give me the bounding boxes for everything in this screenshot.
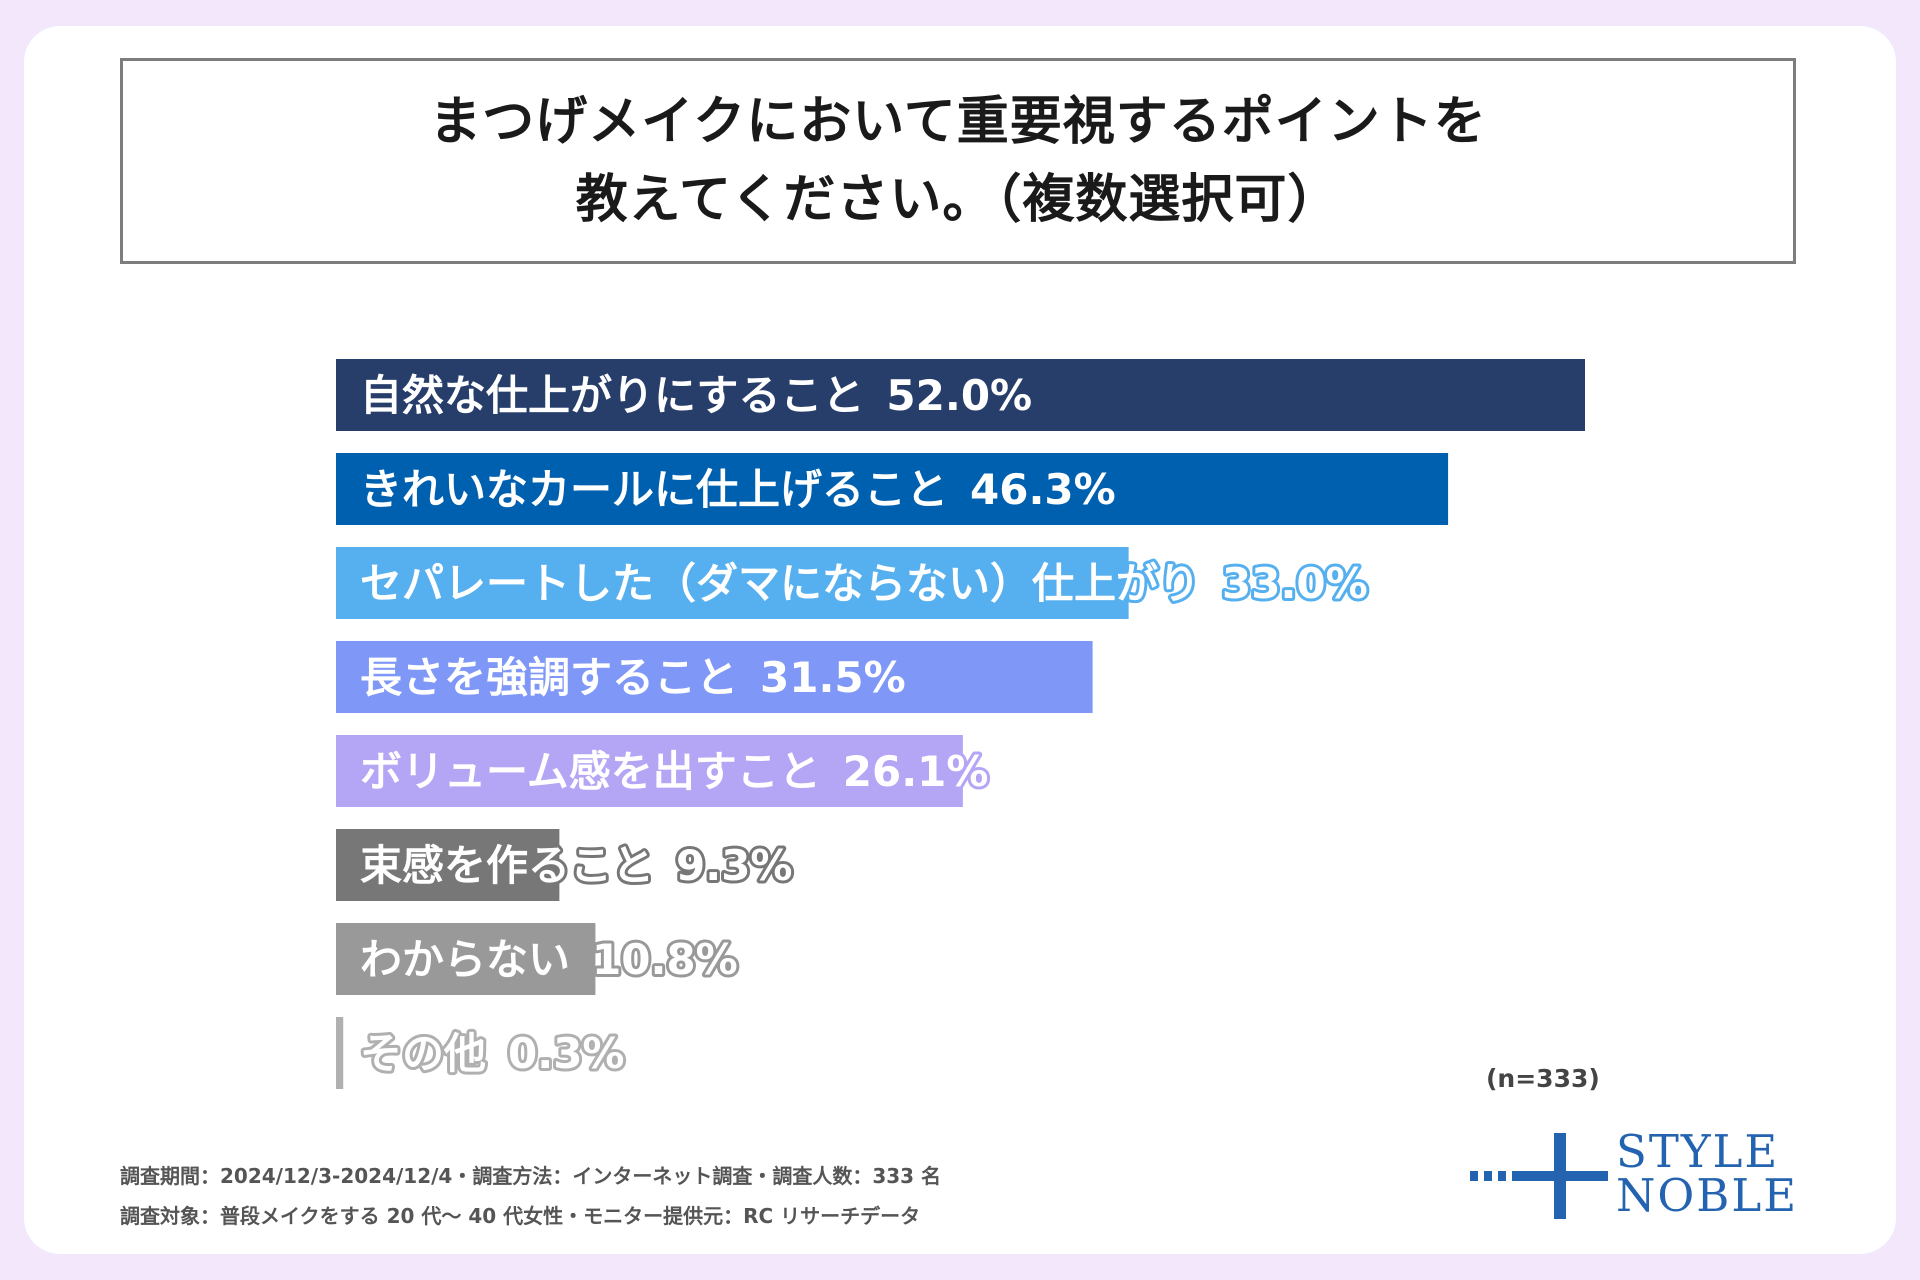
value-label-4: 26.1% (843, 747, 989, 796)
bar-2 (336, 547, 1129, 619)
value-label-3: 31.5% (760, 653, 906, 702)
category-label-6: わからない (360, 935, 570, 984)
bar-label-6: わからない 10.8% (360, 935, 738, 984)
logo-plus-icon (1470, 1133, 1608, 1219)
bar-3 (336, 641, 1093, 713)
bar-label-3: 長さを強調すること 31.5% (360, 653, 906, 702)
value-label-0: 52.0% (886, 371, 1032, 420)
bar-1 (336, 453, 1449, 525)
bar-label-0: 自然な仕上がりにすること 52.0% (360, 371, 1032, 420)
value-label-2: 33.0% (1222, 559, 1368, 608)
value-label-1: 46.3% (970, 465, 1116, 514)
value-label-7: 0.3% (508, 1029, 624, 1078)
bar-label-5: 束感を作ること 9.3% (360, 841, 793, 890)
logo-text-noble: NOBLE (1616, 1169, 1799, 1222)
value-label-6: 10.8% (592, 935, 738, 984)
bar-6 (336, 923, 596, 995)
value-label-5: 9.3% (676, 841, 792, 890)
category-label-2: セパレートした（ダマにならない）仕上がり (360, 559, 1200, 608)
title-line-1: まつげメイクにおいて重要視するポイントを (429, 92, 1487, 152)
bar-label-2: セパレートした（ダマにならない）仕上がり 33.0% (360, 559, 1368, 608)
sample-size-note: (n=333) (1486, 1064, 1600, 1093)
footnote-survey-period: 調査期間：2024/12/3-2024/12/4・調査方法：インターネット調査・… (120, 1164, 942, 1188)
category-label-4: ボリューム感を出すこと (360, 747, 821, 796)
bar-label-7: その他 0.3% (360, 1029, 625, 1078)
bar-label-4: ボリューム感を出すこと 26.1% (360, 747, 988, 796)
bar-5 (336, 829, 560, 901)
style-noble-logo: STYLE NOBLE (1470, 1128, 1810, 1224)
logo-text-style: STYLE (1616, 1125, 1780, 1178)
bar-0 (336, 359, 1585, 431)
bar-4 (336, 735, 963, 807)
title-box: まつげメイクにおいて重要視するポイントを 教えてください。（複数選択可） (120, 58, 1796, 264)
bar-label-1: きれいなカールに仕上げること 46.3% (360, 465, 1116, 514)
category-label-7: その他 (360, 1029, 486, 1078)
title-line-2: 教えてください。（複数選択可） (575, 170, 1341, 230)
category-label-3: 長さを強調すること (360, 653, 738, 702)
category-label-1: きれいなカールに仕上げること (360, 465, 948, 514)
category-label-5: 束感を作ること (360, 841, 654, 890)
bar-7 (336, 1017, 344, 1089)
category-label-0: 自然な仕上がりにすること (360, 371, 864, 420)
footnote-survey-target: 調査対象：普段メイクをする 20 代～ 40 代女性・モニター提供元：RC リサ… (120, 1204, 921, 1228)
